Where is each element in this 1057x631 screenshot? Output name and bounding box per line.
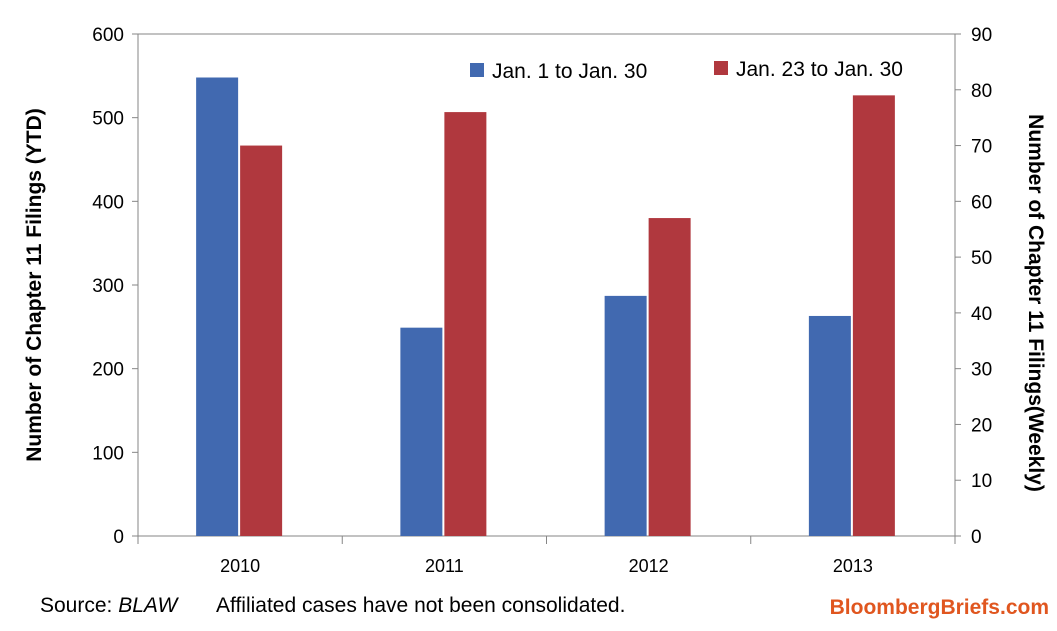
bar-weekly xyxy=(240,145,283,537)
legend-swatch xyxy=(470,63,484,77)
left-axis-tick-label: 400 xyxy=(92,192,124,213)
right-axis-tick-label: 10 xyxy=(971,471,992,492)
right-axis-tick-label: 60 xyxy=(971,192,992,213)
left-axis-tick-label: 600 xyxy=(92,25,124,46)
right-axis-tick-label: 50 xyxy=(971,248,992,269)
x-axis-tick-label: 2011 xyxy=(425,556,464,576)
right-axis-tick-label: 20 xyxy=(971,415,992,436)
right-axis-tick-label: 30 xyxy=(971,360,992,381)
left-axis-tick-label: 500 xyxy=(92,109,124,130)
right-axis-tick-label: 70 xyxy=(971,137,992,158)
left-axis-tick-label: 300 xyxy=(92,276,124,297)
source-prefix: Source: xyxy=(40,594,119,617)
x-axis-tick-label: 2010 xyxy=(220,556,260,576)
chart-footer: Source: BLAW Affiliated cases have not b… xyxy=(0,588,1057,628)
bar-weekly xyxy=(648,218,691,537)
legend-label: Jan. 1 to Jan. 30 xyxy=(492,60,647,83)
chart: 0 100 200 300 400 500 600 0 10 20 30 40 50 60 70 80 90 20… xyxy=(23,25,1047,576)
bar-ytd xyxy=(808,315,851,536)
x-axis-tick-label: 2013 xyxy=(833,556,873,576)
y-axis-title-left: Number of Chapter 11 Filings (YTD) xyxy=(23,108,46,462)
left-axis-tick-label: 100 xyxy=(92,443,124,464)
source-text: Source: BLAW xyxy=(40,594,177,618)
bar-ytd xyxy=(400,327,443,536)
brand-logo-text: BloombergBriefs.com xyxy=(829,596,1049,619)
legend-swatch xyxy=(714,61,728,75)
right-axis-tick-label: 90 xyxy=(971,25,992,46)
bar-ytd xyxy=(604,295,647,536)
left-axis-tick-label: 200 xyxy=(92,360,124,381)
bar-weekly xyxy=(444,112,487,536)
y-axis-title-right: Number of Chapter 11 Filings(Weekly) xyxy=(1024,114,1047,492)
legend-label: Jan. 23 to Jan. 30 xyxy=(736,58,903,81)
right-axis-tick-label: 80 xyxy=(971,81,992,102)
source-name: BLAW xyxy=(118,594,178,617)
left-axis-tick-label: 0 xyxy=(113,527,124,548)
x-axis-tick-label: 2012 xyxy=(629,556,669,576)
right-axis-tick-label: 0 xyxy=(971,527,982,548)
bar-ytd xyxy=(196,77,239,537)
footnote: Affiliated cases have not been consolida… xyxy=(216,594,626,617)
right-axis-tick-label: 40 xyxy=(971,304,992,325)
bar-weekly xyxy=(852,95,895,536)
